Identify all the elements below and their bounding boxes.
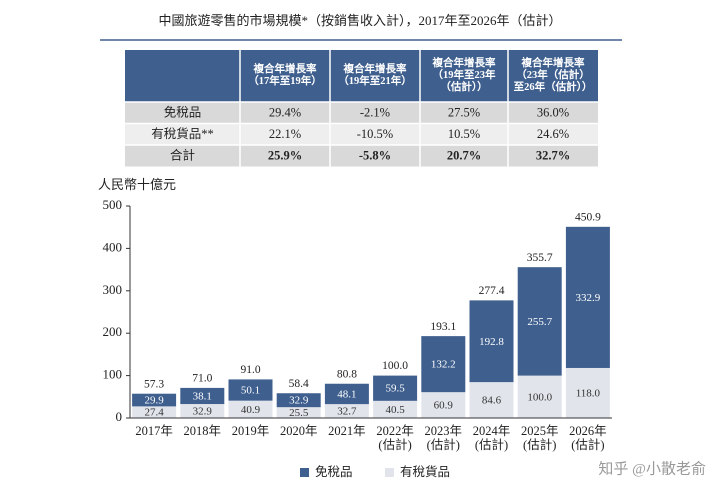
bar-segment: [373, 375, 418, 401]
title: 中國旅遊零售的市場規模*（按銷售收入計），2017年至2026年（估計）: [158, 13, 561, 28]
total-label: 58.4: [289, 378, 309, 390]
x-tick-label: 2025年(估計): [521, 424, 559, 452]
bar-value-label: 84.6: [482, 395, 502, 407]
watermark: 知乎 @小散老俞: [598, 459, 706, 477]
y-axis-label: 人民幣十億元: [98, 177, 176, 192]
bar-value-label: 48.1: [337, 388, 356, 400]
x-tick-label: 2018年: [184, 424, 222, 438]
x-tick-label: 2024年(估計): [473, 424, 511, 452]
bar-segment: [565, 226, 610, 368]
bar-value-label: 40.5: [385, 404, 405, 416]
table-header-cell: 複合年增長率（23年（估計）至26年（估計））: [514, 56, 593, 93]
bar-value-label: 38.1: [193, 391, 212, 403]
bar-segment: [469, 300, 514, 383]
table-cell: 10.5%: [448, 127, 480, 141]
table-cell: 24.6%: [537, 127, 569, 141]
y-tick-label: 0: [116, 409, 123, 424]
bar-segment: [180, 387, 225, 405]
bar-segment: [517, 267, 562, 376]
bar-value-label: 132.2: [431, 359, 456, 371]
table-cell: 29.4%: [269, 106, 301, 120]
table-row-bg: [125, 145, 598, 167]
bar-segment: [180, 404, 225, 418]
bar-value-label: 60.9: [434, 400, 454, 412]
total-label: 91.0: [240, 364, 260, 376]
table-cell: 22.1%: [269, 127, 301, 141]
table-header-cell: 複合年增長率（19年至23年（估計））: [432, 56, 496, 93]
total-label: 71.0: [192, 373, 212, 385]
bar-value-label: 332.9: [576, 292, 601, 304]
bar-segment: [421, 336, 466, 393]
x-tick-label: 2023年(估計): [425, 424, 463, 452]
table-cell: -2.1%: [360, 106, 390, 120]
bar-value-label: 100.0: [527, 391, 552, 403]
table-cell: 有稅貨品**: [151, 126, 214, 141]
table-header-cell: 複合年增長率（19年至21年）: [338, 62, 412, 87]
bar-value-label: 59.5: [385, 383, 405, 395]
y-tick-label: 300: [103, 282, 123, 297]
table-cell: -5.8%: [359, 149, 391, 163]
bar-segment: [324, 404, 369, 418]
y-tick-label: 500: [103, 197, 123, 212]
bar-segment: [228, 400, 273, 418]
bar-value-label: 27.4: [144, 407, 164, 419]
total-label: 355.7: [527, 252, 553, 264]
bar-value-label: 192.8: [479, 336, 504, 348]
table-cell: 27.5%: [448, 106, 480, 120]
legend-label: 免稅品: [315, 464, 353, 479]
bar-segment: [276, 407, 321, 418]
table-cell: 20.7%: [447, 149, 481, 163]
x-tick-label: 2019年: [232, 424, 270, 438]
x-tick-label: 2021年: [328, 424, 366, 438]
bar-segment: [421, 392, 466, 418]
table-header-cell: 複合年增長率（17年至19年）: [248, 62, 322, 87]
table-row-bg: [125, 102, 598, 124]
table-cell: 36.0%: [537, 106, 569, 120]
bar-segment: [324, 383, 369, 405]
table-row-bg: [125, 123, 598, 145]
bar-segment: [565, 367, 610, 418]
bar-segment: [228, 379, 273, 401]
x-tick-label: 2026年(估計): [569, 424, 607, 452]
bar-value-label: 40.9: [241, 404, 261, 416]
bar-segment: [469, 382, 514, 418]
x-tick-label: 2017年: [135, 424, 173, 438]
bar-value-label: 29.9: [144, 395, 164, 407]
total-label: 100.0: [382, 360, 408, 372]
legend-label: 有稅貨品: [400, 464, 450, 479]
y-tick-label: 100: [103, 367, 123, 382]
total-label: 80.8: [337, 368, 357, 380]
bar-value-label: 50.1: [241, 385, 260, 397]
bar-value-label: 25.5: [289, 407, 309, 419]
table-cell: 免稅品: [164, 105, 202, 120]
bar-value-label: 32.9: [193, 406, 213, 418]
table-cell: 合計: [170, 148, 195, 163]
total-label: 450.9: [575, 211, 601, 223]
total-label: 277.4: [479, 285, 505, 297]
bar-segment: [132, 393, 177, 407]
y-tick-label: 400: [103, 239, 123, 254]
table-cell: 32.7%: [536, 149, 570, 163]
table-header-bg: [125, 50, 598, 102]
bar-value-label: 255.7: [527, 316, 552, 328]
total-label: 57.3: [144, 378, 164, 390]
bar-value-label: 32.9: [289, 395, 309, 407]
total-label: 193.1: [430, 321, 456, 333]
table-cell: -10.5%: [357, 127, 393, 141]
bar-segment: [373, 400, 418, 418]
bar-segment: [132, 406, 177, 418]
legend-swatch: [385, 468, 394, 477]
y-tick-label: 200: [103, 324, 123, 339]
x-tick-label: 2020年: [280, 424, 318, 438]
bar-segment: [517, 375, 562, 418]
bar-value-label: 32.7: [337, 406, 357, 418]
legend-swatch: [300, 468, 309, 477]
bar-segment: [276, 393, 321, 408]
bar-value-label: 118.0: [576, 388, 601, 400]
x-tick-label: 2022年(估計): [376, 424, 414, 452]
table-cell: 25.9%: [268, 149, 302, 163]
